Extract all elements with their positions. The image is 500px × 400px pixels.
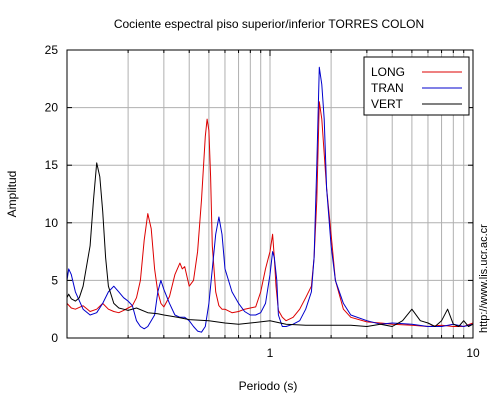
- legend-label-vert: VERT: [371, 97, 403, 111]
- plot-lines: [66, 66, 474, 333]
- y-tick-label: 0: [51, 331, 58, 345]
- x-tick-label: 1: [267, 346, 274, 360]
- side-url-text: http://www.lis.ucr.ac.cr: [478, 224, 490, 333]
- legend: LONG TRAN VERT: [363, 56, 470, 116]
- y-tick-label: 20: [45, 101, 59, 115]
- y-axis-label: Amplitud: [5, 171, 19, 218]
- chart-title: Cociente espectral piso superior/inferio…: [114, 17, 424, 31]
- series-line-tran: [66, 66, 474, 333]
- legend-label-tran: TRAN: [371, 81, 404, 95]
- y-tick-label: 25: [45, 43, 59, 57]
- legend-box: [363, 56, 470, 116]
- y-tick-label: 10: [45, 216, 59, 230]
- x-tick-label: 10: [466, 346, 480, 360]
- series-line-vert: [66, 162, 474, 327]
- y-tick-label: 15: [45, 158, 59, 172]
- ticks: 0 5 10 15 20 25 1 10: [45, 43, 480, 360]
- x-axis-label: Periodo (s): [239, 379, 298, 393]
- legend-label-long: LONG: [371, 65, 405, 79]
- y-tick-label: 5: [51, 273, 58, 287]
